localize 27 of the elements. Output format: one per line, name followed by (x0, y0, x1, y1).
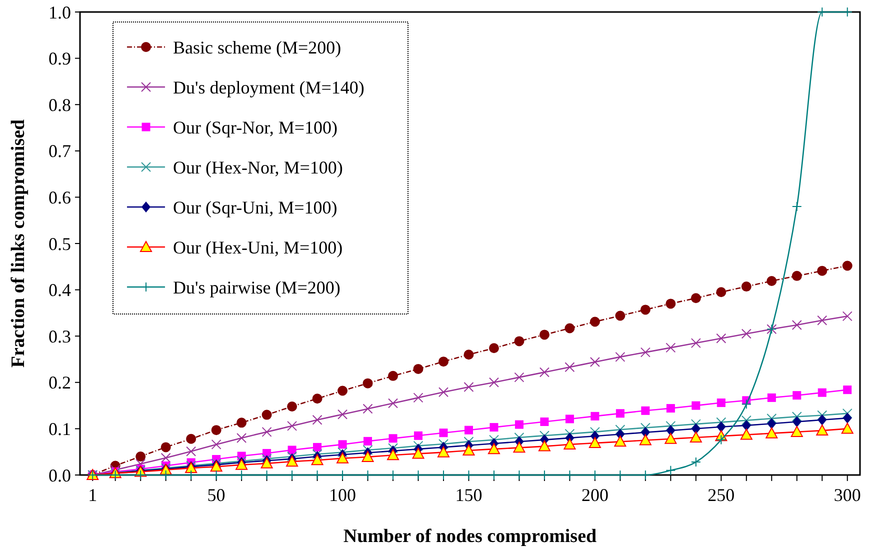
y-tick-label: 0.2 (48, 372, 71, 393)
y-tick-label: 1.0 (48, 2, 71, 22)
legend-label: Basic scheme (M=200) (173, 37, 342, 58)
x-tick-label: 200 (581, 485, 608, 505)
y-tick-label: 0.0 (48, 465, 71, 486)
x-axis-title: Number of nodes compromised (343, 526, 598, 547)
x-tick-label: 300 (834, 485, 861, 505)
legend-label: Our (Sqr-Uni, M=100) (173, 197, 338, 218)
y-tick-label: 0.1 (48, 419, 71, 439)
x-tick-label: 100 (329, 485, 356, 505)
legend-label: Our (Sqr-Nor, M=100) (173, 117, 338, 138)
x-tick-label: 250 (708, 485, 735, 505)
y-tick-label: 0.7 (48, 141, 71, 162)
y-tick-label: 0.6 (48, 188, 71, 208)
y-tick-label: 0.9 (48, 48, 71, 69)
y-tick-label: 0.3 (48, 326, 71, 346)
x-tick-label: 1 (88, 485, 98, 505)
legend-label: Du's pairwise (M=200) (173, 277, 340, 298)
legend-label: Our (Hex-Nor, M=100) (173, 157, 343, 178)
legend-label: Our (Hex-Uni, M=100) (173, 237, 343, 258)
y-tick-label: 0.5 (48, 234, 71, 254)
x-tick-label: 150 (455, 485, 482, 505)
y-axis-title: Fraction of links compromised (8, 118, 29, 368)
y-tick-label: 0.8 (48, 94, 71, 115)
x-tick-label: 50 (207, 485, 226, 505)
legend-label: Du's deployment (M=140) (173, 77, 364, 98)
y-tick-label: 0.4 (48, 280, 71, 300)
